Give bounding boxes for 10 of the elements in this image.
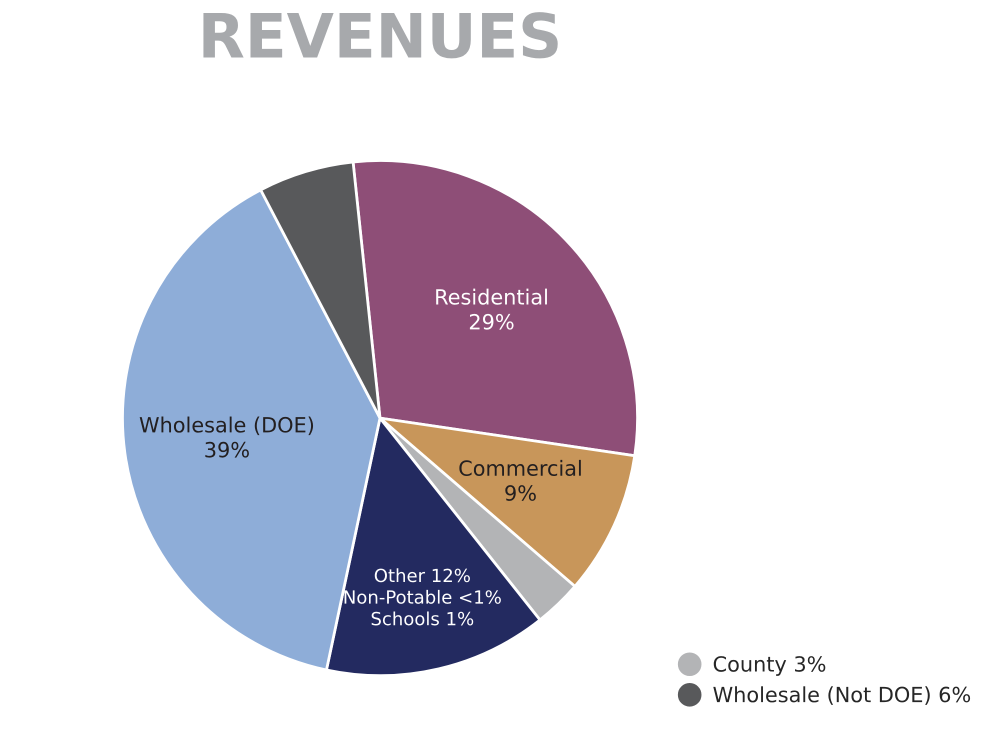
- slice-label: Commercial: [459, 460, 581, 476]
- slice-label: Wholesale (DOE): [140, 416, 314, 436]
- data-label: 39%: [205, 442, 249, 458]
- slice-label: Residential: [436, 288, 547, 305]
- legend-label: Wholesale (Not DOE) 6%: [713, 686, 970, 705]
- data-label: 29%: [470, 314, 514, 330]
- slice-label: Other 12% Non-Potable <1% Schools 1%: [344, 568, 501, 626]
- data-label: 9%: [505, 485, 536, 501]
- chart-title: REVENUES: [203, 12, 558, 58]
- legend-label: County 3%: [714, 656, 826, 676]
